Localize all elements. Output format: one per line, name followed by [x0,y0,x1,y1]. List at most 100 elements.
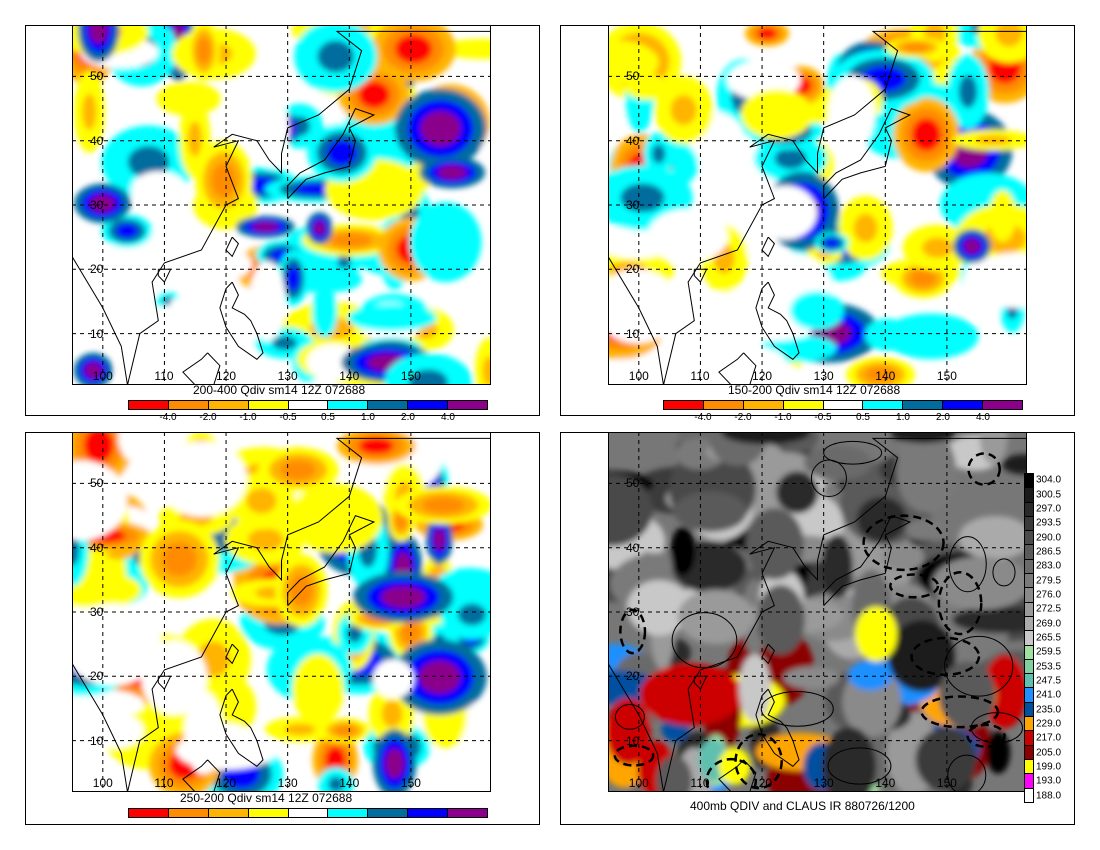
x-tick-label: 110 [154,776,174,790]
contour-blob [757,27,777,40]
colorbar-label: -4.0 [159,412,177,423]
contour-blob [958,515,1027,560]
colorbar-swatch [168,809,209,817]
island-outline [761,643,776,665]
island-outline [761,236,776,258]
contour-blob [72,603,162,686]
contour-blob [346,623,363,643]
colorbar-label: 272.5 [1036,603,1062,615]
colorbar-swatch [1025,759,1033,775]
colorbar-label: -2.0 [199,412,217,423]
contour-blob [131,171,187,209]
contour-blob [329,233,373,248]
colorbar-swatch [1025,602,1033,617]
contour-blob [877,327,897,343]
contour-blob [915,727,976,792]
colorbar-swatch [208,401,249,409]
qdiv-map-3 [72,432,491,792]
contour-blob [853,213,878,243]
contour-blob [776,471,819,514]
contour-blob [286,265,300,291]
contour-blob [306,673,330,705]
island-outline [182,759,221,792]
contour-blob [457,603,486,626]
contour-blob [975,252,1027,308]
x-tick-label: 100 [628,776,649,790]
contour-blob [958,75,978,108]
contour-blob [754,185,817,240]
y-tick-label: 40 [90,540,104,555]
contour-blob [674,491,747,532]
colorbar-swatch [168,401,209,409]
colorbar-1 [128,400,488,410]
contour-blob [756,584,805,655]
colorbar-label: -0.5 [814,412,832,423]
contour-blob [72,689,145,720]
island-outline [823,107,912,199]
colorbar-label: 1.0 [896,412,910,423]
contour-blob [284,723,316,735]
x-tick-label: 140 [339,776,360,790]
colorbar-swatch [1025,502,1033,517]
colorbar-label: 283.0 [1036,560,1062,572]
island-outline [225,236,240,258]
qdiv-contour [992,558,1016,587]
contour-blob [828,75,876,152]
colorbar-label: -4.0 [694,412,712,423]
colorbar-label: 217.0 [1036,732,1062,744]
colorbar-label: 293.5 [1036,517,1062,529]
contour-blob [196,37,211,65]
colorbar-swatch [1025,702,1033,718]
contour-blob [647,209,728,264]
contour-blob [325,746,346,773]
y-tick-label: 40 [626,133,640,148]
contour-blob [608,698,651,765]
x-tick-label: 150 [936,369,957,383]
colorbar-label: 300.5 [1036,489,1062,501]
x-tick-label: 130 [813,776,834,790]
colorbar-label: -1.0 [239,412,257,423]
contour-blob [637,81,657,93]
island-outline [287,514,376,606]
colorbar-label: 253.5 [1036,661,1062,673]
colorbar-swatch [1025,717,1033,732]
contour-blob [760,103,793,126]
contour-blob [979,432,1008,465]
colorbar-4 [1024,473,1034,803]
colorbar-label: 4.0 [976,412,990,423]
contour-blob [975,135,1012,145]
colorbar-label: 205.0 [1036,747,1062,759]
contour-blob [608,473,653,547]
y-tick-label: 50 [90,476,104,491]
qdiv-map-1 [72,25,491,385]
contour-blob [896,432,957,513]
contour-blob [721,432,811,445]
y-tick-label: 30 [90,198,104,212]
colorbar-swatch [903,401,944,409]
colorbar-swatch [1025,674,1033,689]
contour-blob [983,654,1027,729]
colorbar-label: 247.5 [1036,675,1062,687]
contour-blob [824,238,840,248]
x-tick-label: 130 [813,369,834,383]
qdiv-contour [967,452,1001,486]
colorbar-swatch [448,401,488,409]
colorbar-swatch [783,401,824,409]
colorbar-label: 259.5 [1036,646,1062,658]
colorbar-swatch [1025,588,1033,603]
contour-blob [420,111,461,147]
x-tick-label: 150 [936,776,957,790]
colorbar-label: 290.0 [1036,532,1062,544]
qdiv-contour [671,612,738,669]
colorbar-swatch [1025,659,1033,675]
contour-blob [249,261,286,342]
colorbar-label: 188.0 [1036,790,1062,802]
contour-blob [247,528,284,551]
colorbar-label: 229.0 [1036,718,1062,730]
y-tick-label: 30 [90,605,104,619]
contour-blob [855,606,898,662]
contour-blob [272,336,298,350]
contour-blob [911,118,941,152]
contour-blob [902,42,930,52]
y-tick-label: 40 [626,540,640,555]
